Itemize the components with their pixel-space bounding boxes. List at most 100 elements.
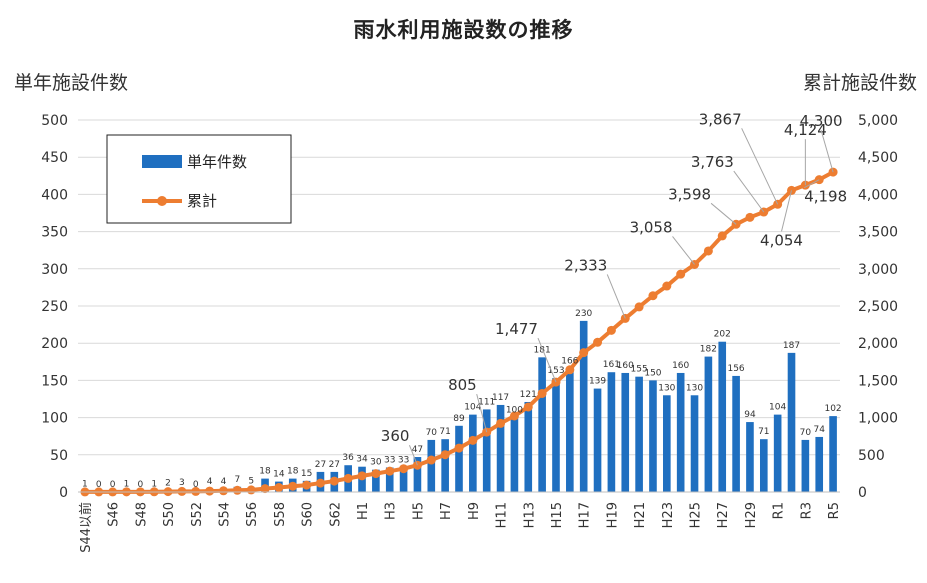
legend: 単年件数 累計 xyxy=(106,134,292,224)
bar-value-label: 74 xyxy=(813,425,825,435)
y-axis-left-label: 単年施設件数 xyxy=(14,72,129,94)
cumulative-point xyxy=(676,269,686,279)
x-tick-label: H5 xyxy=(411,502,426,520)
x-tick-label: S56 xyxy=(245,502,260,527)
cumulative-point xyxy=(717,231,727,241)
x-tick-label: H9 xyxy=(467,502,482,520)
bar-value-label: 104 xyxy=(769,403,786,413)
bar xyxy=(469,414,477,492)
bar-value-label: 47 xyxy=(412,445,423,455)
annotation-leader xyxy=(476,393,488,433)
y-right-tick-label: 2,000 xyxy=(858,336,898,352)
bar xyxy=(787,352,796,492)
y-right-tick-label: 4,000 xyxy=(858,187,898,203)
x-tick-label: H1 xyxy=(356,502,371,520)
cumulative-point xyxy=(329,476,339,486)
bar-value-label: 130 xyxy=(686,383,703,393)
x-tick-label: H23 xyxy=(661,502,676,528)
bar-value-label: 71 xyxy=(439,427,450,437)
bar-value-label: 36 xyxy=(342,453,354,463)
bar xyxy=(566,368,574,492)
bar-value-label: 0 xyxy=(110,480,116,490)
x-tick-label: H7 xyxy=(439,502,454,520)
bar-value-label: 102 xyxy=(824,404,841,414)
line-series xyxy=(80,167,838,497)
y-left-tick-label: 350 xyxy=(41,225,68,241)
cumulative-point xyxy=(399,464,409,474)
bar xyxy=(690,395,699,492)
x-tick-label: H21 xyxy=(633,502,648,528)
bar-value-label: 117 xyxy=(492,393,509,403)
bar-value-label: 104 xyxy=(464,403,481,413)
bar-value-label: 187 xyxy=(783,341,800,351)
cumulative-point xyxy=(648,291,658,301)
bar-value-label: 130 xyxy=(658,383,675,393)
y-left-tick-label: 200 xyxy=(41,336,68,352)
bar xyxy=(427,439,436,492)
cumulative-point xyxy=(606,325,616,335)
bar-value-label: 4 xyxy=(207,477,213,487)
bar-value-label: 4 xyxy=(221,477,227,487)
bar-value-label: 0 xyxy=(193,480,199,490)
x-tick-label: H11 xyxy=(495,502,510,528)
bar-value-label: 139 xyxy=(589,377,606,387)
x-tick-label: R5 xyxy=(827,502,842,519)
cumulative-point xyxy=(260,484,270,494)
bar-value-label: 27 xyxy=(329,460,340,470)
bar-value-label: 160 xyxy=(617,361,634,371)
bar-value-label: 30 xyxy=(370,458,382,468)
cumulative-point xyxy=(177,486,187,496)
y-right-tick-label: 1,000 xyxy=(858,411,898,427)
annotation-leader xyxy=(672,236,695,265)
x-tick-label: S52 xyxy=(190,502,205,527)
y-right-tick-label: 3,500 xyxy=(858,225,898,241)
bar xyxy=(746,422,754,492)
bar xyxy=(801,439,810,492)
y-right-tick-label: 3,000 xyxy=(858,262,898,278)
bar xyxy=(372,469,380,492)
cumulative-point xyxy=(509,411,519,421)
cumulative-annotation: 4,054 xyxy=(760,231,803,249)
y-right-tick-label: 2,500 xyxy=(858,299,898,315)
cumulative-point xyxy=(593,337,603,347)
bar-value-label: 33 xyxy=(398,455,409,465)
annotation-leader xyxy=(733,170,765,213)
bar-value-label: 0 xyxy=(96,480,102,490)
y-left-tick-label: 450 xyxy=(41,150,68,166)
cumulative-annotation: 2,333 xyxy=(564,256,607,274)
bar-value-label: 150 xyxy=(644,368,661,378)
x-tick-label: S54 xyxy=(217,502,232,527)
cumulative-point xyxy=(274,483,284,493)
bar-value-label: 14 xyxy=(273,470,285,480)
bar-value-label: 70 xyxy=(800,428,812,438)
bar-value-label: 1 xyxy=(151,479,157,489)
x-tick-label: S44以前 xyxy=(78,502,94,553)
bar-value-label: 71 xyxy=(758,427,769,437)
x-tick-label: R1 xyxy=(772,502,787,519)
annotation-leader xyxy=(408,445,418,466)
bar xyxy=(441,439,449,492)
y-left-tick-label: 250 xyxy=(41,299,68,315)
cumulative-point xyxy=(426,455,436,465)
y-right-tick-label: 4,500 xyxy=(858,150,898,166)
bar-value-label: 33 xyxy=(384,455,395,465)
bar-value-label: 166 xyxy=(561,356,578,366)
cumulative-annotation: 360 xyxy=(381,427,410,445)
cumulative-point xyxy=(468,435,478,445)
y-right-tick-label: 500 xyxy=(858,448,885,464)
bar xyxy=(593,388,602,492)
x-tick-label: H19 xyxy=(605,502,620,528)
cumulative-annotation: 4,198 xyxy=(804,188,847,206)
bar-value-label: 1 xyxy=(124,479,130,489)
bar-value-label: 161 xyxy=(603,360,620,370)
bar-value-label: 111 xyxy=(478,397,495,407)
bar-value-label: 100 xyxy=(506,406,523,416)
bar-value-label: 15 xyxy=(301,469,312,479)
bar xyxy=(635,376,643,492)
cumulative-point xyxy=(246,485,256,495)
x-tick-label: S62 xyxy=(328,502,343,527)
bar-value-label: 202 xyxy=(714,330,731,340)
bar xyxy=(482,409,491,492)
bar xyxy=(704,356,713,492)
bar-value-label: 94 xyxy=(744,410,756,420)
